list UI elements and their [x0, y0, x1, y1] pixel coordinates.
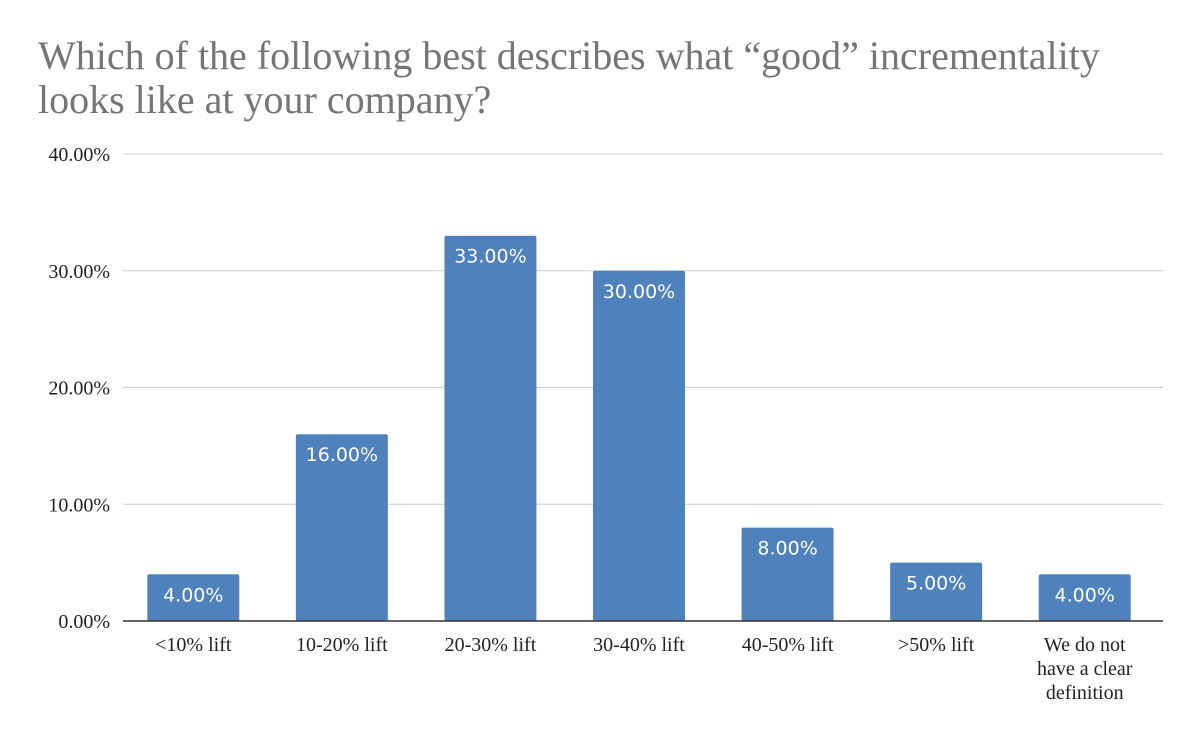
bar [593, 270, 685, 621]
chart-title-line-2: looks like at your company? [38, 77, 492, 122]
x-tick-label: 40-50% lift [742, 634, 834, 656]
bar [147, 574, 240, 621]
data-label: 5.00% [906, 573, 966, 595]
data-label: 8.00% [757, 538, 817, 560]
bar [295, 434, 388, 621]
chart-title-line-1: Which of the following best describes wh… [38, 33, 1100, 78]
x-tick-label: 10-20% lift [296, 634, 388, 656]
data-label: 30.00% [603, 281, 675, 303]
y-tick-label: 10.00% [48, 494, 110, 516]
x-tick-label: 30-40% lift [593, 634, 685, 656]
data-label: 16.00% [306, 444, 378, 466]
x-tick-label: We do not [1044, 634, 1126, 656]
data-label: 4.00% [1055, 584, 1115, 606]
chart-title: Which of the following best describes wh… [38, 34, 1168, 122]
x-tick-label: <10% lift [155, 634, 232, 656]
y-tick-label: 40.00% [48, 144, 110, 166]
data-label: 4.00% [163, 584, 223, 606]
bar [741, 527, 834, 621]
x-tick-label: >50% lift [898, 634, 975, 656]
bar [444, 235, 537, 621]
x-tick-label: 20-30% lift [445, 634, 537, 656]
bar [890, 562, 983, 621]
y-tick-label: 20.00% [48, 378, 110, 400]
bar [1038, 574, 1131, 621]
x-tick-label: definition [1046, 682, 1124, 704]
y-tick-label: 30.00% [48, 261, 110, 283]
data-label: 33.00% [454, 246, 526, 268]
x-tick-label: have a clear [1037, 658, 1133, 680]
y-tick-label: 0.00% [58, 611, 110, 633]
